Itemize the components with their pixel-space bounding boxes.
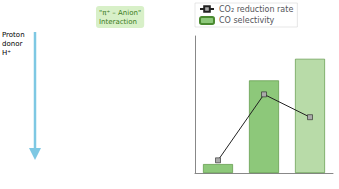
svg-text:H⁺: H⁺ [2,49,11,57]
svg-text:donor: donor [2,40,22,48]
svg-text:Proton: Proton [2,31,25,39]
svg-text:CO selectivity: CO selectivity [219,16,275,25]
svg-text:"π⁺ – Anion": "π⁺ – Anion" [99,9,141,17]
svg-text:CO₂ reduction rate: CO₂ reduction rate [219,5,293,14]
svg-text:Interaction: Interaction [99,18,137,26]
